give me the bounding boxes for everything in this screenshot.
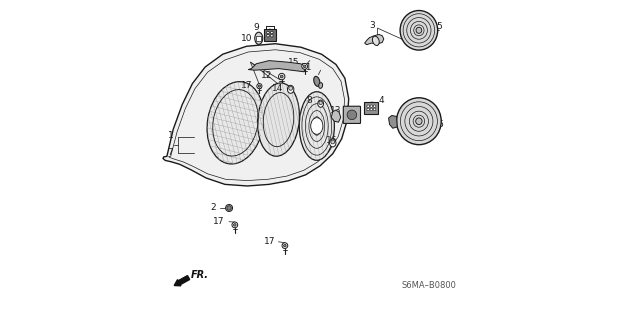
Text: S6MA–B0800: S6MA–B0800 — [401, 281, 456, 290]
Text: 14: 14 — [272, 84, 284, 93]
Ellipse shape — [287, 85, 294, 93]
Polygon shape — [163, 44, 349, 186]
Ellipse shape — [416, 27, 422, 33]
Text: 17: 17 — [264, 237, 275, 246]
FancyBboxPatch shape — [256, 36, 261, 41]
Text: 3: 3 — [370, 21, 376, 30]
Ellipse shape — [311, 118, 323, 134]
Text: 17: 17 — [241, 81, 252, 90]
Text: 5: 5 — [436, 22, 442, 31]
Circle shape — [331, 140, 335, 144]
Ellipse shape — [207, 82, 264, 164]
Text: FR.: FR. — [191, 270, 209, 280]
Polygon shape — [388, 115, 397, 128]
Ellipse shape — [397, 98, 441, 145]
Circle shape — [319, 101, 323, 105]
Text: 9: 9 — [253, 23, 259, 32]
Circle shape — [367, 105, 369, 108]
Ellipse shape — [318, 100, 323, 107]
Ellipse shape — [330, 139, 336, 147]
Circle shape — [347, 110, 356, 120]
Circle shape — [303, 65, 306, 68]
Circle shape — [282, 243, 288, 249]
Circle shape — [234, 224, 236, 226]
Text: 7: 7 — [168, 148, 173, 157]
Circle shape — [367, 108, 369, 111]
FancyBboxPatch shape — [343, 106, 360, 123]
Circle shape — [257, 84, 262, 89]
Circle shape — [289, 86, 292, 90]
Polygon shape — [331, 110, 340, 122]
Text: 2: 2 — [211, 204, 216, 212]
FancyBboxPatch shape — [364, 102, 378, 114]
Ellipse shape — [416, 118, 422, 125]
Text: 13: 13 — [330, 106, 342, 115]
Ellipse shape — [225, 204, 232, 211]
Ellipse shape — [255, 32, 263, 44]
Text: 12: 12 — [261, 71, 273, 80]
Circle shape — [232, 222, 237, 228]
Ellipse shape — [400, 11, 438, 50]
Text: 11: 11 — [301, 63, 312, 72]
Circle shape — [267, 31, 269, 34]
Text: 1: 1 — [168, 131, 173, 140]
Circle shape — [284, 244, 286, 247]
Circle shape — [271, 31, 273, 34]
Text: 15: 15 — [288, 58, 300, 67]
Circle shape — [373, 108, 376, 111]
Text: 16: 16 — [326, 137, 337, 145]
Circle shape — [271, 34, 273, 37]
Ellipse shape — [319, 83, 323, 88]
Ellipse shape — [258, 83, 300, 156]
Text: 8: 8 — [307, 96, 312, 105]
Circle shape — [278, 73, 285, 80]
Ellipse shape — [300, 92, 334, 160]
Circle shape — [280, 75, 283, 78]
Circle shape — [370, 105, 372, 108]
Circle shape — [302, 63, 308, 69]
Circle shape — [227, 206, 231, 210]
FancyArrow shape — [174, 276, 189, 286]
Text: 4: 4 — [379, 96, 385, 105]
Text: 6: 6 — [437, 120, 443, 129]
Polygon shape — [248, 61, 306, 72]
Ellipse shape — [314, 76, 320, 86]
Circle shape — [370, 108, 372, 111]
Circle shape — [373, 105, 376, 108]
Polygon shape — [365, 34, 384, 45]
Ellipse shape — [372, 36, 380, 46]
Text: 17: 17 — [212, 217, 224, 226]
Circle shape — [259, 85, 260, 87]
FancyBboxPatch shape — [264, 29, 276, 41]
Circle shape — [267, 34, 269, 37]
Text: 10: 10 — [241, 34, 252, 43]
